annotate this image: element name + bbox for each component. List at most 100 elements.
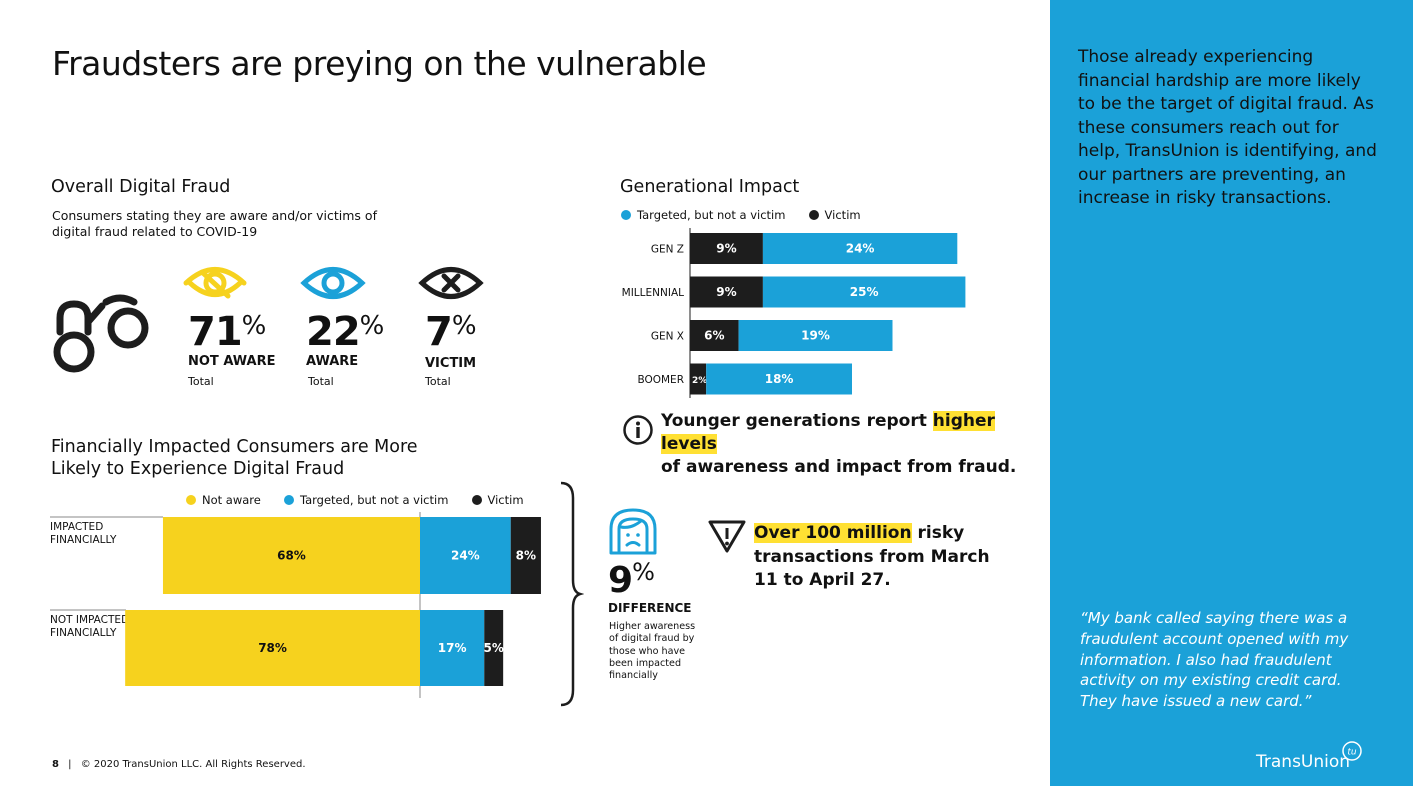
stat-victim bbox=[418, 260, 484, 310]
fin-bar-label: 68% bbox=[277, 549, 306, 563]
gen-bar-victim bbox=[690, 276, 763, 308]
fin-bar-not-aware bbox=[125, 610, 420, 686]
generational-note: Younger generations report higher levels… bbox=[661, 410, 1031, 479]
brand-mark-icon: tu bbox=[1342, 741, 1362, 761]
fin-bar-targeted bbox=[420, 517, 511, 594]
gen-bar-label: 18% bbox=[765, 372, 794, 386]
difference-label: DIFFERENCE bbox=[608, 601, 692, 615]
warning-icon bbox=[708, 520, 746, 553]
customer-quote: “My bank called saying there was a fraud… bbox=[1080, 609, 1349, 711]
legend-targeted: Targeted, but not a victim bbox=[621, 208, 785, 222]
difference-value: 9 bbox=[608, 560, 633, 601]
legend-dot-yellow bbox=[186, 495, 196, 505]
gen-bar-victim bbox=[690, 233, 763, 264]
legend-dot-blue bbox=[283, 495, 294, 505]
overall-title: Overall Digital Fraud bbox=[51, 177, 231, 197]
fin-bar-victim bbox=[510, 517, 541, 594]
page-number: 8 bbox=[52, 759, 59, 770]
note-text: of awareness and impact from fraud. bbox=[661, 457, 1017, 477]
fin-bar-victim bbox=[484, 610, 504, 686]
legend-victim: Victim bbox=[808, 208, 861, 222]
gen-category-label: GEN Z bbox=[651, 244, 684, 256]
eye-icon bbox=[300, 267, 366, 299]
brand-mark-text: tu bbox=[1347, 748, 1357, 758]
right-panel bbox=[1050, 0, 1413, 786]
gen-category-label: BOOMER bbox=[637, 374, 684, 386]
risk-rest: risky transactions from March 11 to Apri… bbox=[754, 523, 990, 590]
info-icon bbox=[623, 415, 653, 445]
fin-bar-targeted bbox=[420, 610, 485, 686]
handcuffs-icon bbox=[53, 294, 149, 373]
gen-bar-victim bbox=[690, 363, 707, 395]
legend-label: Not aware bbox=[202, 493, 261, 507]
legend-label: Targeted, but not a victim bbox=[637, 208, 786, 222]
generational-legend: Targeted, but not a victim Victim bbox=[621, 205, 879, 224]
stat-victim-value-wrap: 7% bbox=[425, 309, 477, 355]
stat-label: VICTIM bbox=[425, 356, 477, 371]
stat-label: NOT AWARE bbox=[188, 354, 276, 369]
eye-slash-icon bbox=[183, 267, 247, 299]
legend-targeted: Targeted, but not a victim bbox=[283, 493, 449, 507]
gen-bar-targeted bbox=[762, 233, 958, 264]
overall-subtitle: Consumers stating they are aware and/or … bbox=[52, 208, 377, 239]
generational-title: Generational Impact bbox=[620, 177, 800, 197]
brace-icon bbox=[560, 481, 584, 707]
generational-chart: GEN Z 9% 24% MILLENNIAL 9% 25% GEN X 6% 19% BOOME… bbox=[622, 228, 966, 398]
legend-dot-black bbox=[471, 495, 482, 505]
eye-x-icon bbox=[418, 267, 484, 299]
panel-text: Those already experiencing financial har… bbox=[1078, 47, 1377, 208]
fin-bar-label: 17% bbox=[438, 641, 467, 655]
legend-dot-black bbox=[808, 210, 819, 220]
gen-bar-targeted bbox=[738, 320, 893, 351]
stat-not-aware-value-wrap: 71% bbox=[188, 309, 267, 355]
difference-pct: % bbox=[632, 558, 655, 586]
transunion-logo: TransUnion bbox=[1256, 752, 1350, 772]
footer: 8 | © 2020 TransUnion LLC. All Rights Re… bbox=[52, 759, 306, 770]
copyright: © 2020 TransUnion LLC. All Rights Reserv… bbox=[80, 759, 306, 770]
sad-person-icon bbox=[609, 508, 657, 555]
financial-title-line2: Likely to Experience Digital Fraud bbox=[51, 459, 345, 479]
page-title: Fraudsters are preying on the vulnerable bbox=[52, 44, 707, 83]
legend-dot-blue bbox=[621, 210, 631, 220]
stat-label: AWARE bbox=[306, 354, 359, 369]
stat-pct: % bbox=[241, 311, 267, 341]
stat-pct: % bbox=[451, 311, 477, 341]
gen-bar-label: 9% bbox=[716, 242, 736, 256]
gen-bar-targeted bbox=[762, 276, 966, 308]
gen-bar-label: 24% bbox=[846, 242, 875, 256]
stat-value: 22 bbox=[306, 309, 361, 355]
footer-sep: | bbox=[68, 759, 72, 770]
gen-category-label: MILLENNIAL bbox=[622, 287, 684, 299]
financial-legend: Not aware Targeted, but not a victim Vic… bbox=[186, 490, 542, 509]
note-text: Younger generations report bbox=[661, 411, 933, 431]
brand-name: TransUnion bbox=[1256, 752, 1351, 772]
gen-bar-victim bbox=[690, 320, 739, 351]
legend-not-aware: Not aware bbox=[186, 493, 261, 507]
stat-value: 71 bbox=[188, 309, 243, 355]
fin-bar-label: 5% bbox=[484, 641, 504, 655]
fin-bar-label: 24% bbox=[451, 549, 480, 563]
fin-bar-label: 8% bbox=[516, 549, 536, 563]
gen-bar-label: 2% bbox=[692, 376, 707, 386]
gen-bar-label: 9% bbox=[716, 285, 736, 299]
stat-aware bbox=[300, 260, 366, 310]
gen-category-label: GEN X bbox=[651, 331, 684, 343]
legend-label: Targeted, but not a victim bbox=[299, 493, 449, 507]
financial-chart: 68% 24% 8% 78% 17% 5% bbox=[50, 512, 541, 698]
stat-sub: Total bbox=[308, 375, 334, 388]
row-label-not-impacted: NOT IMPACTED FINANCIALLY bbox=[50, 614, 130, 639]
fin-bar-label: 78% bbox=[258, 641, 287, 655]
gen-bar-label: 19% bbox=[801, 329, 830, 343]
stat-not-aware bbox=[182, 260, 248, 310]
legend-label: Victim bbox=[824, 208, 861, 222]
stat-sub: Total bbox=[188, 375, 214, 388]
stat-sub: Total bbox=[425, 375, 451, 388]
legend-victim: Victim bbox=[471, 493, 524, 507]
risk-text: Over 100 million risky transactions from… bbox=[754, 522, 1009, 593]
difference-desc: Higher awareness of digital fraud by tho… bbox=[609, 621, 696, 682]
financial-title-line1: Financially Impacted Consumers are More bbox=[51, 437, 418, 457]
legend-label: Victim bbox=[487, 493, 524, 507]
gen-bar-label: 6% bbox=[704, 329, 724, 343]
fin-bar-not-aware bbox=[162, 517, 420, 594]
difference-value-wrap: 9% bbox=[608, 556, 655, 602]
